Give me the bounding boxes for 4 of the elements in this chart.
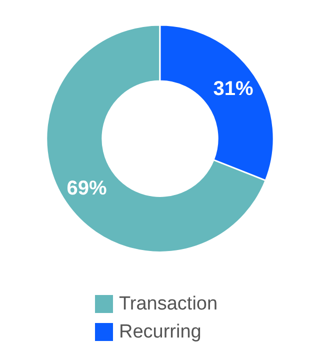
data-label: 69% [66,177,107,200]
legend-label: Transaction [119,294,218,314]
legend-label: Recurring [119,322,202,342]
data-label: 31% [213,78,254,100]
